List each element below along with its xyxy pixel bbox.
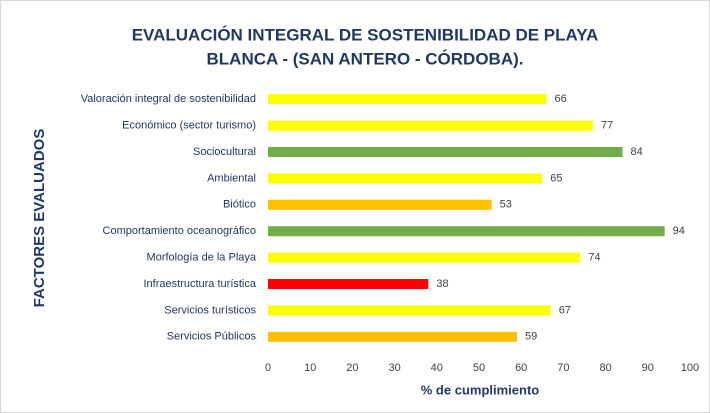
bar bbox=[268, 120, 593, 131]
y-tick-label: Sociocultural bbox=[193, 146, 256, 158]
x-tick-label: 90 bbox=[642, 362, 654, 374]
x-axis-label: % de cumplimiento bbox=[421, 382, 540, 397]
x-tick-label: 60 bbox=[515, 362, 527, 374]
y-tick-label: Valoración integral de sostenibilidad bbox=[81, 93, 256, 105]
value-label: 74 bbox=[588, 252, 600, 264]
x-tick-label: 100 bbox=[681, 362, 699, 374]
value-label: 59 bbox=[525, 331, 537, 343]
y-tick-label: Servicios Públicos bbox=[167, 331, 257, 343]
x-tick-label: 70 bbox=[557, 362, 569, 374]
chart-title: EVALUACIÓN INTEGRAL DE SOSTENIBILIDAD DE… bbox=[132, 25, 599, 44]
value-label: 38 bbox=[436, 278, 448, 290]
y-tick-label: Infraestructura turística bbox=[144, 278, 257, 290]
value-label: 66 bbox=[555, 93, 567, 105]
y-tick-label: Servicios turísticos bbox=[164, 304, 256, 316]
x-tick-label: 30 bbox=[388, 362, 400, 374]
y-tick-label: Biótico bbox=[223, 199, 256, 211]
y-tick-label: Comportamiento oceanográfico bbox=[103, 225, 256, 237]
value-label: 65 bbox=[550, 172, 562, 184]
x-tick-label: 80 bbox=[599, 362, 611, 374]
bar bbox=[268, 173, 543, 184]
bar bbox=[268, 199, 492, 210]
bar bbox=[268, 331, 517, 342]
bar bbox=[268, 252, 581, 263]
value-label: 84 bbox=[630, 146, 642, 158]
y-tick-label: Ambiental bbox=[207, 172, 256, 184]
value-label: 53 bbox=[500, 199, 512, 211]
chart-title: BLANCA - (SAN ANTERO - CÓRDOBA). bbox=[207, 49, 524, 68]
bar bbox=[268, 226, 665, 237]
value-label: 77 bbox=[601, 120, 613, 132]
value-label: 67 bbox=[559, 304, 571, 316]
y-axis-label: FACTORES EVALUADOS bbox=[31, 129, 48, 308]
x-tick-label: 10 bbox=[304, 362, 316, 374]
bar bbox=[268, 279, 429, 289]
bar bbox=[268, 147, 623, 157]
bar bbox=[268, 305, 551, 316]
x-tick-label: 0 bbox=[265, 362, 271, 374]
x-tick-label: 40 bbox=[431, 362, 443, 374]
x-tick-label: 20 bbox=[346, 362, 358, 374]
y-tick-label: Económico (sector turismo) bbox=[122, 120, 256, 132]
y-tick-label: Morfología de la Playa bbox=[147, 252, 257, 264]
value-label: 94 bbox=[673, 225, 685, 237]
bar bbox=[268, 94, 547, 105]
x-tick-label: 50 bbox=[473, 362, 485, 374]
